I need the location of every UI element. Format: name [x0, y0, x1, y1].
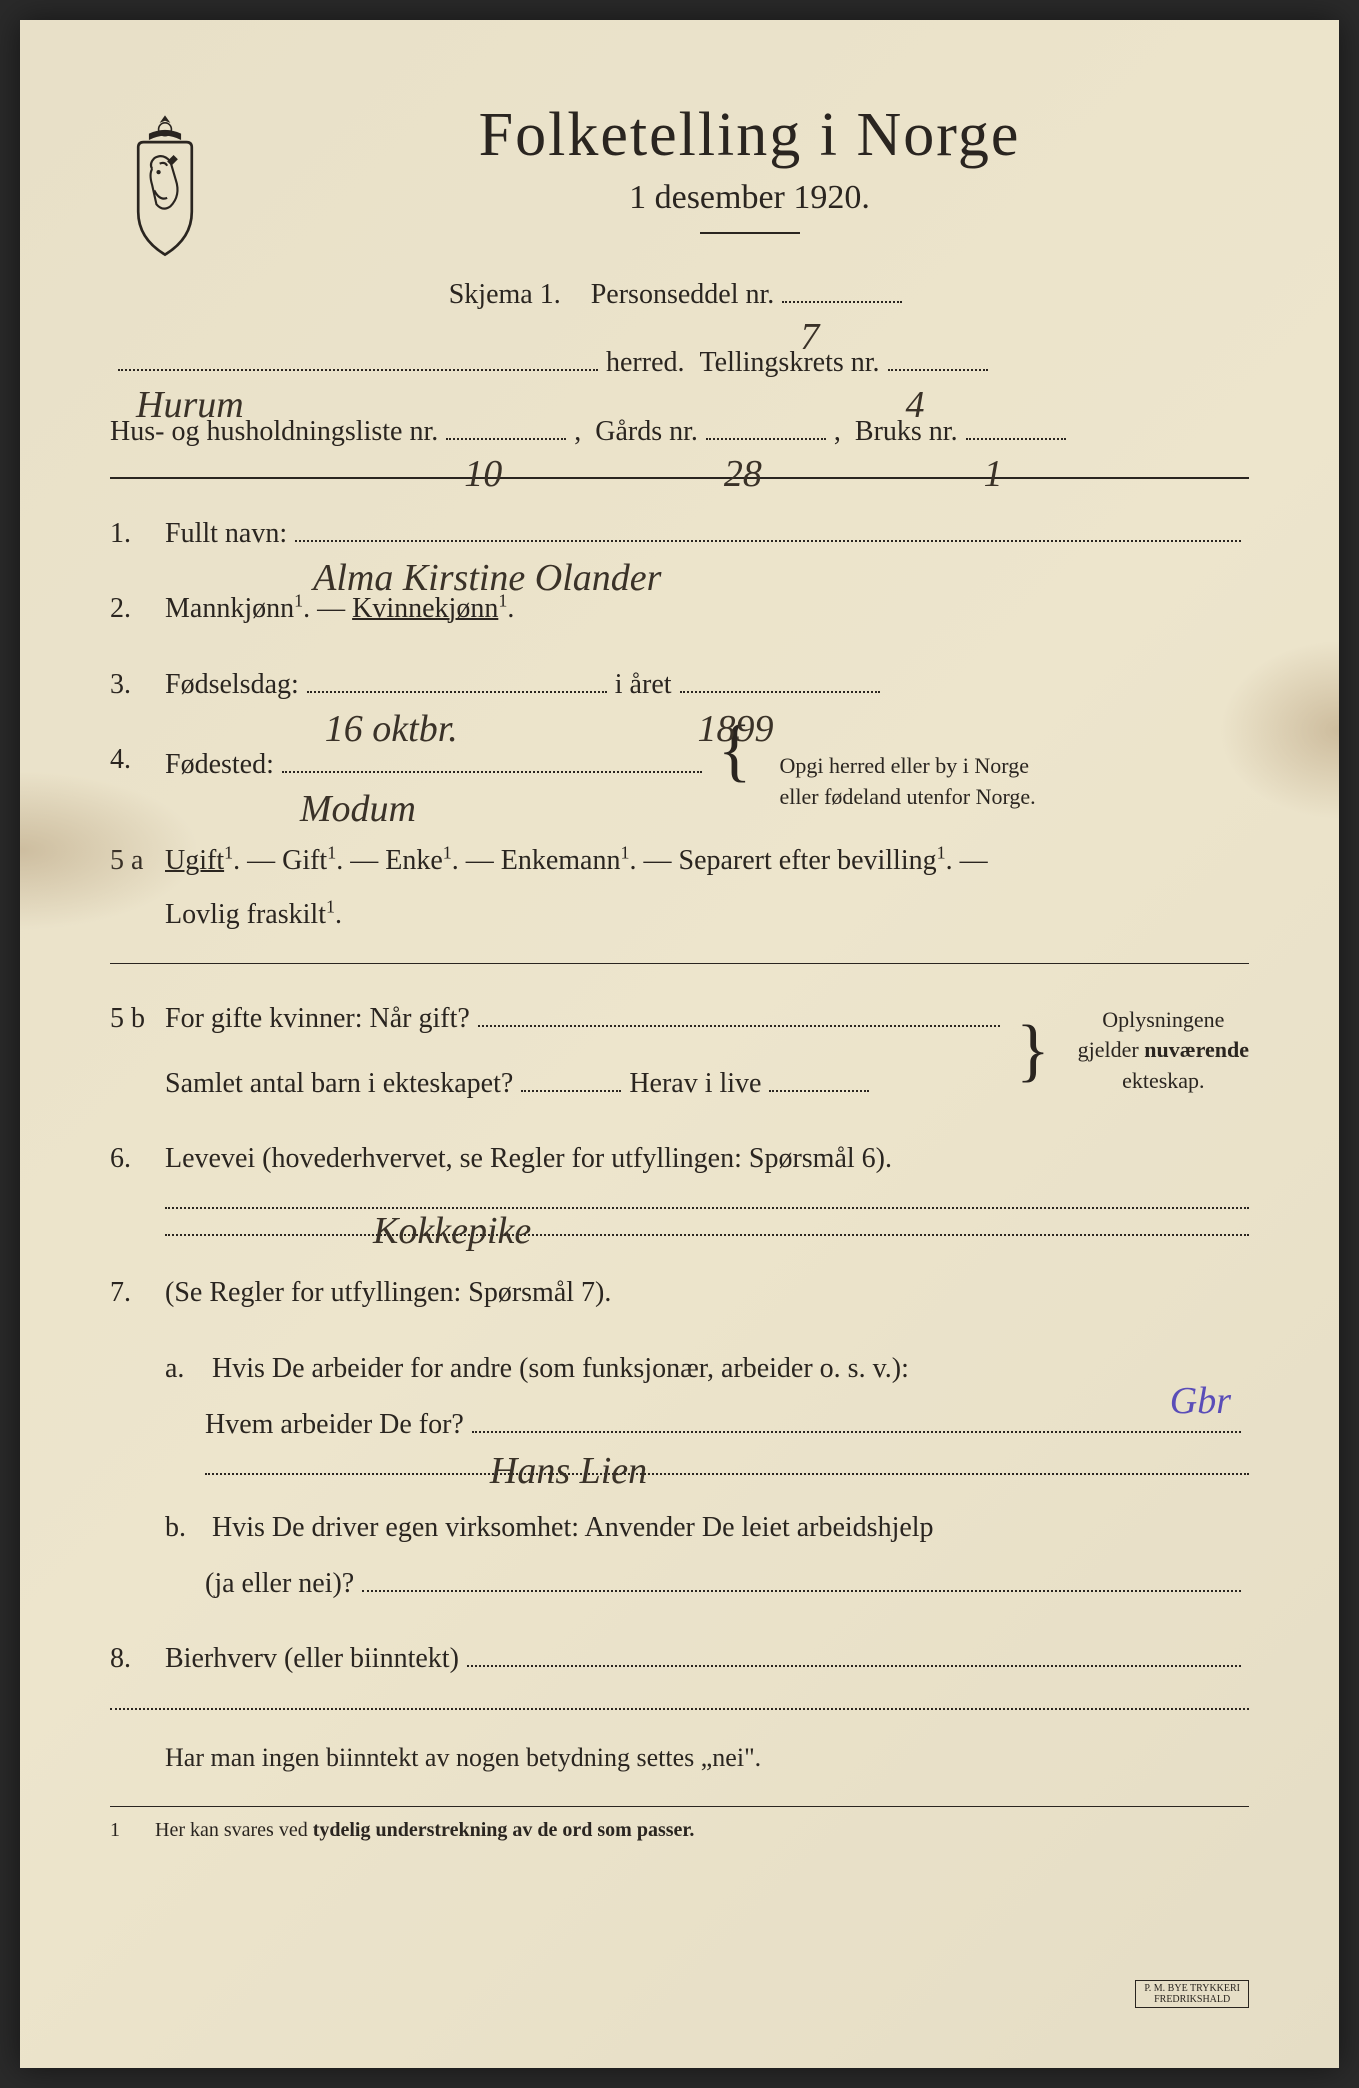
- q5b-label1: For gifte kvinner: Når gift?: [165, 992, 470, 1045]
- document-header: Folketelling i Norge 1 desember 1920.: [110, 100, 1249, 260]
- footnote-divider: [110, 1806, 1249, 1807]
- paper-stain: [20, 770, 200, 930]
- q3-label: Fødselsdag:: [165, 658, 299, 711]
- herred-value: Hurum: [128, 371, 252, 375]
- printer-stamp: P. M. BYE TRYKKERI FREDRIKSHALD: [1135, 1980, 1249, 2008]
- thin-divider: [110, 963, 1249, 964]
- question-6: 6. Levevei (hovederhvervet, se Regler fo…: [110, 1132, 1249, 1185]
- q5a-gift: Gift: [282, 845, 327, 876]
- q1-num: 1.: [110, 507, 165, 560]
- question-7: 7. (Se Regler for utfyllingen: Spørsmål …: [110, 1266, 1249, 1319]
- q7a-letter: a.: [165, 1341, 205, 1397]
- q8-num: 8.: [110, 1632, 165, 1685]
- q4-value: Modum: [292, 773, 424, 777]
- footnote-num: 1: [110, 1819, 150, 1842]
- q5a-enkemann: Enkemann: [501, 845, 621, 876]
- hus-label: Hus- og husholdningsliste nr.: [110, 407, 438, 457]
- census-document: Folketelling i Norge 1 desember 1920. Sk…: [20, 20, 1339, 2068]
- gards-label: Gårds nr.: [595, 407, 698, 457]
- question-7b: b. Hvis De driver egen virksomhet: Anven…: [165, 1500, 1249, 1612]
- schema-line: Skjema 1. Personseddel nr. 7: [110, 270, 1249, 320]
- question-2: 2. Mannkjønn1. — Kvinnekjønn1.: [110, 582, 1249, 635]
- question-5b: 5 b For gifte kvinner: Når gift? Samlet …: [110, 992, 1249, 1110]
- title-block: Folketelling i Norge 1 desember 1920.: [250, 100, 1249, 259]
- paper-stain: [1219, 640, 1339, 820]
- q6-value: Kokkepike: [365, 1209, 539, 1215]
- personseddel-label: Personseddel nr.: [591, 270, 775, 320]
- q7a-line1: Hvis De arbeider for andre (som funksjon…: [212, 1353, 909, 1384]
- tellingskrets-value: 4: [898, 371, 933, 375]
- q3-num: 3.: [110, 658, 165, 711]
- hus-line: Hus- og husholdningsliste nr. 10 , Gårds…: [110, 407, 1249, 457]
- q5b-note: Oplysningene gjelder nuværende ekteskap.: [1078, 1005, 1249, 1097]
- q6-label: Levevei (hovederhvervet, se Regler for u…: [165, 1143, 892, 1174]
- section-divider: [110, 477, 1249, 479]
- personseddel-value: 7: [792, 303, 827, 307]
- question-1: 1. Fullt navn: Alma Kirstine Olander: [110, 507, 1249, 560]
- footnote: 1 Her kan svares ved tydelig understrekn…: [110, 1819, 1249, 1842]
- q7a-value: Hans Lien: [482, 1433, 655, 1437]
- q6-num: 6.: [110, 1132, 165, 1185]
- coat-of-arms-icon: [110, 110, 220, 260]
- q5b-num: 5 b: [110, 992, 165, 1110]
- q2-male: Mannkjønn: [165, 593, 294, 624]
- q7b-line1: Hvis De driver egen virksomhet: Anvender…: [212, 1512, 934, 1543]
- answer-line: Kokkepike: [165, 1207, 1249, 1209]
- main-title: Folketelling i Norge: [250, 100, 1249, 171]
- gards-value: 28: [716, 440, 770, 444]
- tellingskrets-label: Tellingskrets nr.: [700, 338, 880, 388]
- q8-label: Bierhverv (eller biinntekt): [165, 1632, 459, 1685]
- bruks-label: Bruks nr.: [855, 407, 958, 457]
- question-4: 4. Fødested: Modum { Opgi herred eller b…: [110, 733, 1249, 813]
- herred-line: Hurum herred. Tellingskrets nr. 4: [110, 338, 1249, 388]
- question-8: 8. Bierhverv (eller biinntekt): [110, 1632, 1249, 1685]
- question-3: 3. Fødselsdag: 16 oktbr. i året 1899: [110, 658, 1249, 711]
- subtitle-date: 1 desember 1920.: [250, 179, 1249, 217]
- question-7a: a. Hvis De arbeider for andre (som funks…: [165, 1341, 1249, 1453]
- q5b-label3: Herav i live: [629, 1057, 761, 1110]
- q1-label: Fullt navn:: [165, 507, 287, 560]
- footer-note: Har man ingen biinntekt av nogen betydni…: [165, 1735, 1249, 1782]
- q4-note: Opgi herred eller by i Norge eller fødel…: [780, 751, 1036, 813]
- q7a-value2: Gbr: [1170, 1363, 1231, 1439]
- q2-num: 2.: [110, 582, 165, 635]
- divider: [700, 232, 800, 234]
- q5a-separert: Separert efter bevilling: [679, 845, 937, 876]
- answer-line: [165, 1234, 1249, 1236]
- q7b-line2: (ja eller nei)?: [205, 1556, 354, 1612]
- q5a-enke: Enke: [385, 845, 443, 876]
- bruks-value: 1: [976, 440, 1011, 444]
- brace-icon: }: [1016, 1033, 1050, 1068]
- q3-year-value: 1899: [690, 693, 782, 697]
- answer-line: [205, 1473, 1249, 1475]
- question-5a: 5 a Ugift1. — Gift1. — Enke1. — Enkemann…: [110, 834, 1249, 940]
- q7a-line2: Hvem arbeider De for?: [205, 1397, 464, 1453]
- schema-label: Skjema 1.: [449, 270, 561, 320]
- q5b-label2: Samlet antal barn i ekteskapet?: [165, 1057, 513, 1110]
- herred-label: herred.: [606, 338, 685, 388]
- q1-value: Alma Kirstine Olander: [305, 542, 669, 546]
- answer-line: [110, 1708, 1249, 1710]
- q7b-letter: b.: [165, 1500, 205, 1556]
- hus-value: 10: [456, 440, 510, 444]
- q3-year-label: i året: [615, 658, 672, 711]
- q7-label: (Se Regler for utfyllingen: Spørsmål 7).: [165, 1277, 611, 1308]
- q7-num: 7.: [110, 1266, 165, 1319]
- q3-day-value: 16 oktbr.: [317, 693, 466, 697]
